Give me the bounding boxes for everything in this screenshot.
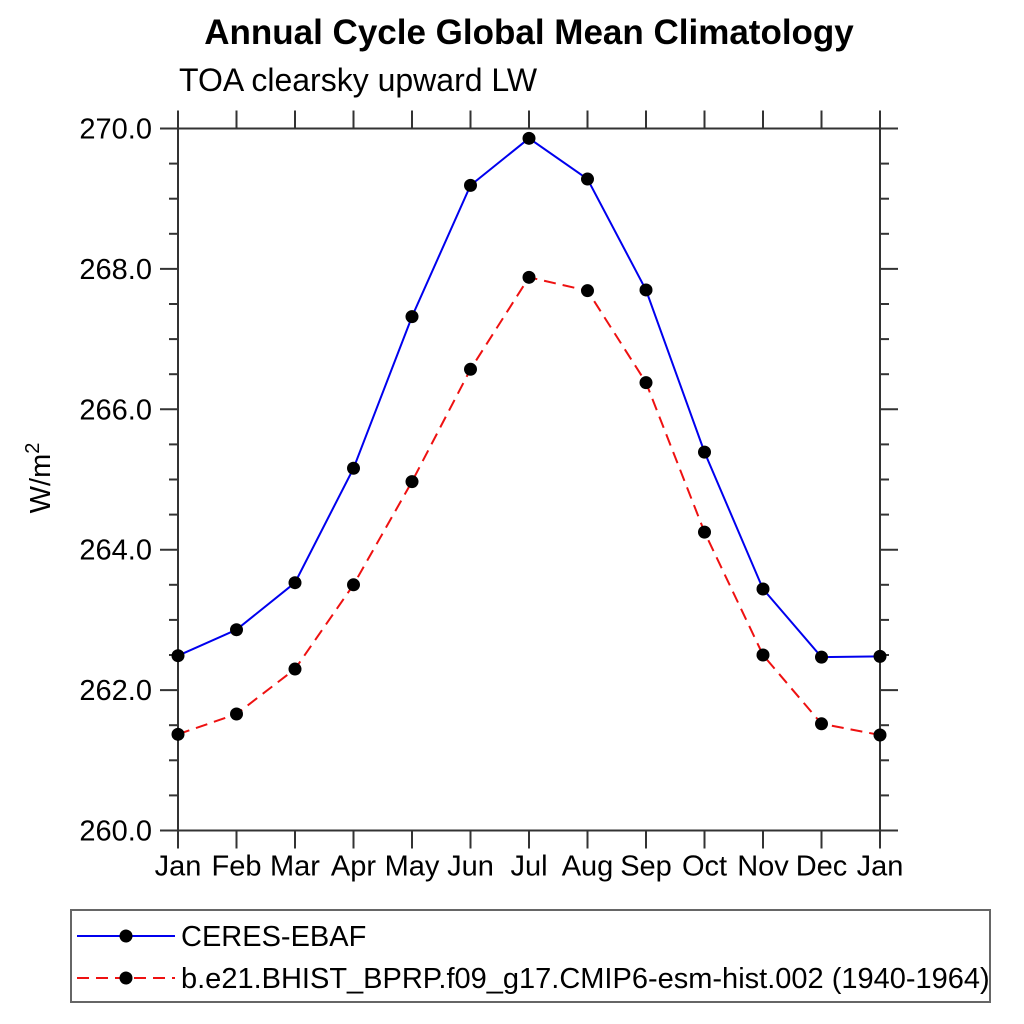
y-tick-label: 270.0 [79,114,152,146]
x-tick-label: Oct [682,851,727,883]
data-point-marker-0 [230,623,243,637]
data-point-marker-1 [639,376,653,390]
data-point-marker-0 [698,445,711,459]
x-tick-label: Jan [155,851,202,883]
x-tick-label: Sep [620,851,672,883]
data-point-marker-1 [815,717,828,731]
series-line-1 [177,276,881,736]
y-tick-label: 268.0 [79,254,152,286]
chart-subtitle: TOA clearsky upward LW [179,62,538,98]
data-point-marker-0 [347,461,360,475]
x-tick-label: Jun [447,851,494,883]
x-tick-label: Jul [510,851,547,883]
legend-label-0: CERES-EBAF [181,921,366,953]
data-point-marker-0 [639,283,653,297]
data-point-marker-0 [405,310,419,324]
y-tick-label: 262.0 [79,675,152,707]
x-tick-label: May [385,851,440,883]
x-tick-label: Apr [331,851,376,883]
data-point-marker-1 [522,270,536,284]
x-tick-label: Feb [212,851,262,883]
data-point-marker-1 [288,662,302,676]
x-tick-label: Mar [270,851,320,883]
data-point-marker-0 [873,649,887,663]
data-point-marker-0 [288,576,302,590]
data-point-marker-0 [581,172,594,186]
data-point-marker-1 [405,475,419,489]
x-tick-label: Jan [857,851,904,883]
legend-box [70,909,991,1003]
data-point-marker-1 [698,525,711,539]
y-tick-label: 266.0 [79,394,152,426]
data-point-marker-0 [756,582,770,596]
data-point-marker-1 [756,648,770,662]
y-tick-label: 260.0 [79,816,152,848]
data-point-marker-0 [171,649,185,663]
data-point-marker-0 [815,650,828,664]
data-point-marker-0 [464,178,477,192]
plot-frame [177,127,881,832]
x-tick-label: Aug [562,851,614,883]
data-point-marker-1 [581,284,594,298]
data-point-marker-0 [522,131,536,145]
y-tick-label: 264.0 [79,535,152,567]
legend-label-1: b.e21.BHIST_BPRP.f09_g17.CMIP6-esm-hist.… [181,963,990,995]
x-tick-label: Nov [737,851,789,883]
x-tick-label: Dec [796,851,848,883]
data-point-marker-1 [873,728,887,742]
data-point-marker-1 [464,362,477,376]
legend-marker-1 [119,971,133,985]
legend-marker-0 [119,929,133,943]
series-line-0 [177,137,881,659]
data-point-marker-1 [171,727,185,741]
chart-title: Annual Cycle Global Mean Climatology [204,13,854,52]
data-point-marker-1 [230,707,243,721]
data-point-marker-1 [347,578,360,592]
